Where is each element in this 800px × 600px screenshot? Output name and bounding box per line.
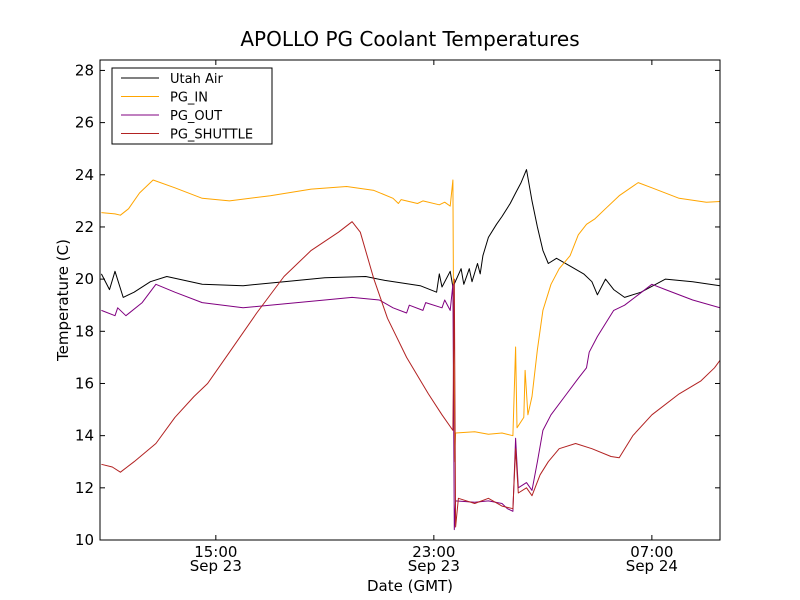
chart-title: APOLLO PG Coolant Temperatures [240,27,579,51]
y-tick-label: 26 [75,114,94,132]
y-tick-label: 16 [75,374,94,392]
x-axis-title: Date (GMT) [367,577,453,595]
y-tick-label: 28 [75,61,94,79]
y-tick-label: 24 [75,166,94,184]
series-line-pg-out [101,283,720,531]
x-tick-time-label: 15:00 [194,543,237,561]
axes-frame [99,59,721,541]
series-line-pg-shuttle [101,221,720,528]
y-tick-label: 18 [75,322,94,340]
legend-label-pg-shuttle: PG_SHUTTLE [170,128,253,143]
y-tick-label: 20 [75,270,94,288]
x-tick-time-label: 23:00 [412,543,455,561]
plot-area [100,169,720,531]
y-tick-label: 10 [75,531,94,549]
legend: Utah Air PG_IN PG_OUT PG_SHUTTLE [111,67,273,145]
y-tick-label: 12 [75,479,94,497]
y-axis-title: Temperature (C) [54,239,72,362]
x-tick-date-label: Sep 23 [190,557,242,575]
x-tick-time-label: 07:00 [630,543,673,561]
y-tick-label: 14 [75,427,94,445]
x-tick-date-label: Sep 24 [626,557,678,575]
series-group [100,169,720,531]
series-line-pg-in [101,179,720,463]
legend-box [111,67,273,145]
y-tick-label: 22 [75,218,94,236]
x-tick-date-label: Sep 23 [408,557,460,575]
legend-label-pg-in: PG_IN [170,91,208,106]
series-line-utah-air [100,169,720,298]
legend-label-utah-air: Utah Air [170,72,223,87]
legend-label-pg-out: PG_OUT [170,109,222,124]
